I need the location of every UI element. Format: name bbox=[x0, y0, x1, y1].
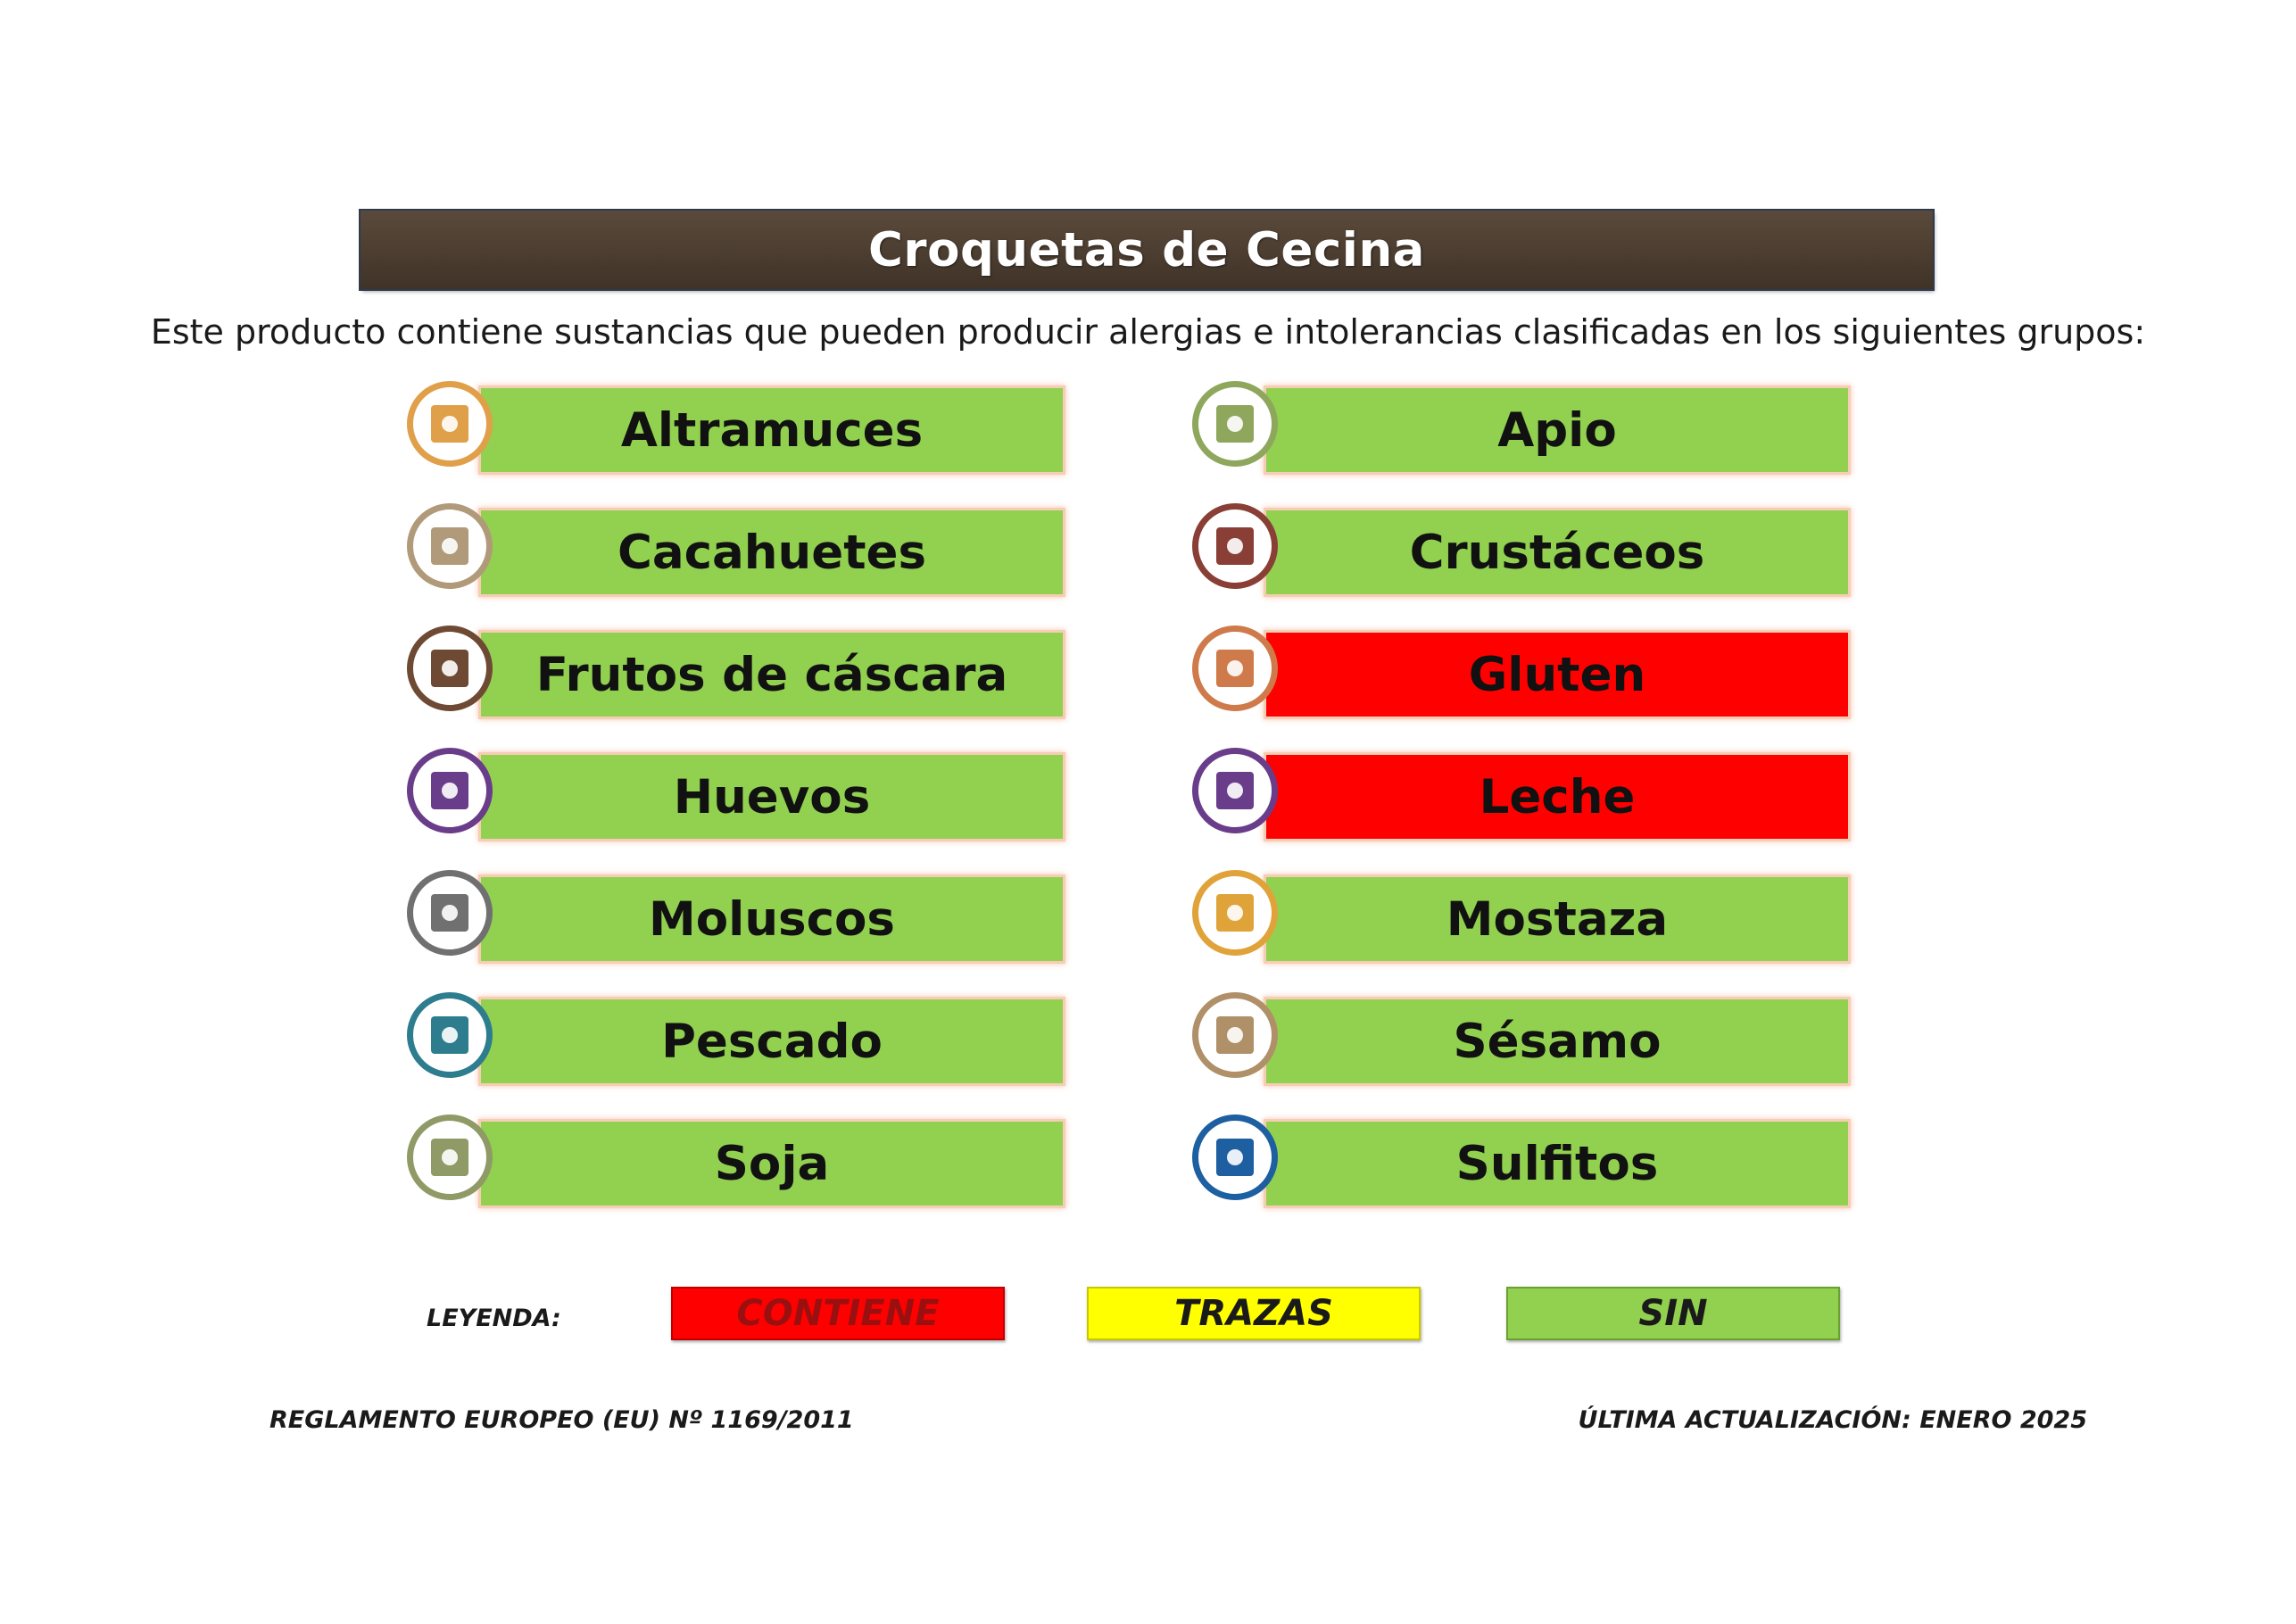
allergen-item: Cacahuetes bbox=[407, 497, 1094, 604]
allergen-label: Altramuces bbox=[620, 402, 924, 458]
allergen-item: Soja bbox=[407, 1108, 1094, 1215]
allergen-label: Cacahuetes bbox=[617, 525, 927, 580]
allergen-item: Sulfitos bbox=[1192, 1108, 1879, 1215]
allergen-label: Frutos de cáscara bbox=[535, 647, 1008, 702]
allergen-item: Sésamo bbox=[1192, 986, 1879, 1093]
legend-trazas: TRAZAS bbox=[1087, 1287, 1421, 1340]
page-title: Croquetas de Cecina bbox=[868, 222, 1425, 278]
allergen-status-bar: Crustáceos bbox=[1264, 508, 1851, 597]
legend-contiene: CONTIENE bbox=[671, 1287, 1005, 1340]
allergen-status-bar: Pescado bbox=[478, 997, 1065, 1086]
allergen-status-bar: Moluscos bbox=[478, 874, 1065, 964]
allergen-item: Pescado bbox=[407, 986, 1094, 1093]
allergen-item: Huevos bbox=[407, 742, 1094, 849]
allergen-item: Leche bbox=[1192, 742, 1879, 849]
sesame-icon bbox=[1192, 992, 1278, 1078]
title-bar: Croquetas de Cecina bbox=[361, 211, 1933, 289]
last-updated: ÚLTIMA ACTUALIZACIÓN: ENERO 2025 bbox=[1578, 1406, 2087, 1434]
allergen-label: Leche bbox=[1479, 769, 1636, 824]
egg-icon bbox=[407, 748, 493, 833]
wheat-icon bbox=[1192, 626, 1278, 711]
regulation-note: REGLAMENTO EUROPEO (EU) Nº 1169/2011 bbox=[269, 1406, 854, 1434]
allergen-label: Sésamo bbox=[1453, 1014, 1662, 1069]
allergen-label: Crustáceos bbox=[1409, 525, 1705, 580]
allergen-label: Apio bbox=[1497, 402, 1617, 458]
legend-contiene-label: CONTIENE bbox=[736, 1293, 940, 1334]
allergen-status-bar: Sésamo bbox=[1264, 997, 1851, 1086]
allergen-status-bar: Frutos de cáscara bbox=[478, 630, 1065, 719]
allergen-status-bar: Altramuces bbox=[478, 385, 1065, 475]
shrimp-icon bbox=[1192, 503, 1278, 589]
allergen-label: Moluscos bbox=[649, 891, 895, 947]
allergen-item: Moluscos bbox=[407, 864, 1094, 971]
allergen-item: Gluten bbox=[1192, 619, 1879, 726]
allergen-status-bar: Soja bbox=[478, 1119, 1065, 1208]
mustard-icon bbox=[1192, 870, 1278, 956]
legend-label: LEYENDA: bbox=[427, 1305, 561, 1332]
allergen-status-bar: Leche bbox=[1264, 752, 1851, 841]
legend-sin-label: SIN bbox=[1638, 1293, 1708, 1334]
allergen-status-bar: Mostaza bbox=[1264, 874, 1851, 964]
intro-text: Este producto contiene sustancias que pu… bbox=[150, 312, 2146, 352]
celery-icon bbox=[1192, 381, 1278, 467]
allergen-status-bar: Sulfitos bbox=[1264, 1119, 1851, 1208]
legend-sin: SIN bbox=[1506, 1287, 1840, 1340]
legend-trazas-label: TRAZAS bbox=[1174, 1293, 1333, 1334]
allergen-status-bar: Cacahuetes bbox=[478, 508, 1065, 597]
fish-icon bbox=[407, 992, 493, 1078]
allergen-status-bar: Huevos bbox=[478, 752, 1065, 841]
allergen-item: Altramuces bbox=[407, 375, 1094, 482]
allergen-label: Gluten bbox=[1468, 647, 1646, 702]
allergen-item: Apio bbox=[1192, 375, 1879, 482]
allergen-item: Frutos de cáscara bbox=[407, 619, 1094, 726]
milk-icon bbox=[1192, 748, 1278, 833]
allergen-label: Mostaza bbox=[1446, 891, 1669, 947]
allergen-label: Soja bbox=[714, 1136, 830, 1191]
soy-icon bbox=[407, 1114, 493, 1200]
sulphite-icon bbox=[1192, 1114, 1278, 1200]
allergen-label: Sulfitos bbox=[1455, 1136, 1659, 1191]
nut-icon bbox=[407, 626, 493, 711]
shell-icon bbox=[407, 870, 493, 956]
allergen-status-bar: Apio bbox=[1264, 385, 1851, 475]
allergen-grid: Altramuces Cacahuetes Frutos de cáscara Hue… bbox=[407, 375, 1879, 1215]
lupin-icon bbox=[407, 381, 493, 467]
allergen-item: Crustáceos bbox=[1192, 497, 1879, 604]
allergen-item: Mostaza bbox=[1192, 864, 1879, 971]
allergen-status-bar: Gluten bbox=[1264, 630, 1851, 719]
peanut-icon bbox=[407, 503, 493, 589]
allergen-label: Huevos bbox=[673, 769, 871, 824]
allergen-label: Pescado bbox=[661, 1014, 883, 1069]
